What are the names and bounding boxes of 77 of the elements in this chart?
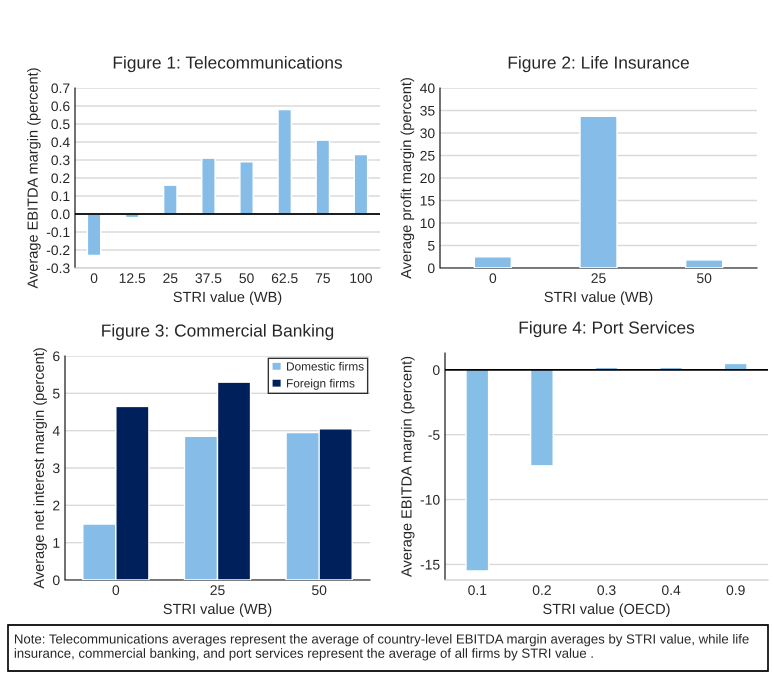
y-tick-label: 15 (420, 196, 435, 206)
y-tick-label: 0.7 (51, 83, 70, 94)
x-tick-label: 25 (210, 585, 225, 596)
y-tick-label: 1 (53, 538, 60, 548)
x-tick-label: 100 (350, 273, 372, 284)
bar (315, 140, 330, 215)
y-tick-label: 30 (420, 128, 435, 138)
y-tick-label: 6 (53, 351, 60, 362)
y-tick-label: -0.3 (46, 263, 70, 274)
y-tick-label: 0.4 (51, 137, 70, 148)
y-tick-label: 0.0 (51, 209, 70, 220)
bar (239, 161, 254, 215)
bar (465, 369, 490, 572)
x-tick-label: 0.2 (532, 585, 551, 596)
y-tick-label: 25 (420, 150, 435, 161)
bar (530, 369, 554, 467)
y-tick-label: 10 (420, 218, 435, 228)
chart-title: Figure 4: Port Services (520, 320, 694, 338)
y-tick-label: 0 (52, 575, 60, 586)
y-tick-label: 20 (420, 173, 435, 184)
bar (354, 154, 368, 215)
x-tick-label: 0 (90, 273, 98, 284)
x-tick-label: 62.5 (272, 273, 298, 284)
y-tick-label: -0.1 (46, 227, 70, 238)
x-tick-label: 0.3 (597, 585, 616, 596)
y-axis-title: Average profit margin (percent) (400, 78, 414, 279)
x-axis-title: STRI value (OECD) (543, 603, 670, 617)
x-tick-label: 25 (591, 273, 606, 284)
y-tick-label: 3 (52, 463, 60, 474)
bar (684, 259, 724, 268)
y-axis-title: Average EBITDA margin (percent) (400, 356, 415, 577)
x-axis-title: STRI value (WB) (544, 291, 652, 305)
chart-title: Figure 1: Telecommunications (114, 56, 342, 72)
x-tick-label: 12.5 (120, 273, 146, 284)
y-tick-label: 4 (52, 426, 60, 436)
y-tick-label: 0 (432, 365, 440, 376)
x-tick-label: 37.5 (195, 273, 222, 284)
bar (474, 256, 512, 268)
x-tick-label: 50 (312, 585, 326, 596)
y-axis-title: Average EBITDA margin (percent) (27, 68, 41, 288)
x-tick-label: 0.1 (468, 585, 486, 596)
bar (86, 213, 102, 256)
x-tick-label: 25 (163, 273, 178, 284)
chart-title: Figure 2: Life Insurance (508, 56, 689, 72)
x-tick-label: 50 (239, 273, 254, 284)
y-tick-label: 5 (428, 240, 435, 251)
y-tick-label: 5 (52, 388, 60, 399)
y-tick-label: 40 (420, 83, 435, 94)
text: Note: Telecommunications averages represent the average of country-level EBITDA margin averages by STRI value, while life insurance, commercial banking, and port services represent the average of all firms by STRI value . (14, 634, 749, 660)
bar (162, 184, 178, 215)
y-axis-title: Average net interest margin (percent) (33, 348, 47, 589)
legend-label: Domestic firms (287, 362, 364, 371)
x-tick-label: 50 (697, 273, 712, 284)
y-tick-label: -10 (420, 494, 440, 505)
y-tick-label: 0.2 (51, 173, 70, 184)
y-tick-label: 0.1 (51, 191, 70, 202)
x-tick-label: 0.4 (662, 585, 680, 596)
y-tick-label: -5 (428, 430, 440, 440)
bar (277, 108, 292, 215)
x-tick-label: 0 (490, 273, 496, 284)
bar (201, 158, 216, 215)
y-tick-label: 0.5 (51, 119, 70, 130)
y-tick-label: 0.6 (51, 101, 70, 112)
y-tick-label: 0 (428, 263, 435, 274)
legend-label: Foreign firms (287, 378, 355, 390)
x-axis-title: STRI value (WB) (173, 291, 282, 305)
chart-title: Figure 3: Commercial Banking (102, 324, 334, 340)
x-tick-label: 75 (316, 273, 330, 284)
x-axis-title: STRI value (WB) (163, 603, 272, 617)
y-tick-label: 0.3 (51, 155, 70, 166)
x-tick-label: 0 (112, 585, 120, 596)
y-tick-label: -15 (420, 560, 440, 570)
y-tick-label: -0.2 (46, 245, 70, 256)
y-tick-label: 35 (420, 106, 435, 116)
x-tick-label: 0.9 (726, 585, 745, 596)
bar (579, 116, 618, 268)
y-tick-label: 2 (53, 500, 60, 510)
